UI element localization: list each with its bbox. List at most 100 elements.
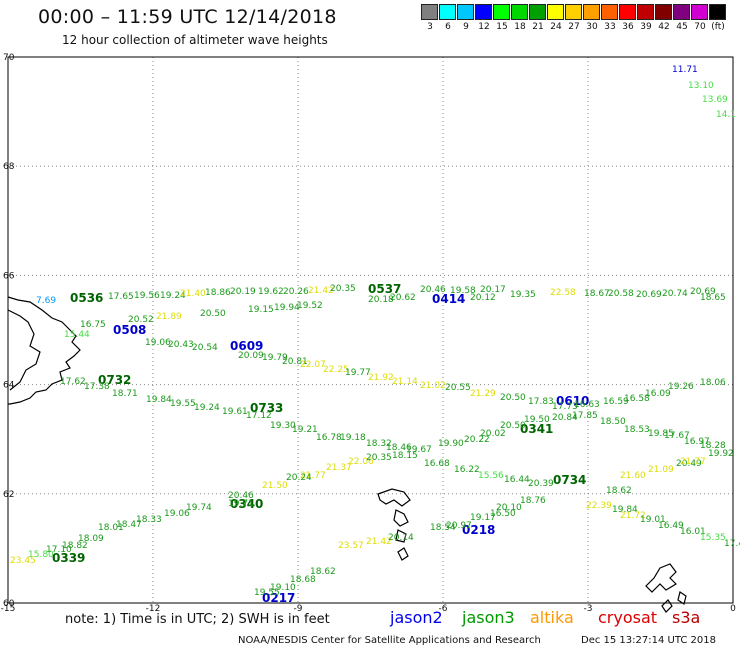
pass-time-label: 0732: [98, 373, 131, 387]
wave-height-value: 19.01: [640, 515, 666, 525]
wave-height-value: 19.94: [274, 303, 300, 313]
wave-height-value: 21.14: [392, 377, 418, 387]
wave-height-value: 19.74: [186, 503, 212, 513]
faroe-islands: [377, 488, 411, 561]
pass-time-label: 0340: [230, 497, 263, 511]
satellite-name: cryosat: [598, 608, 658, 627]
page-subtitle: 12 hour collection of altimeter wave hei…: [62, 33, 328, 47]
legend-swatch: [637, 4, 654, 20]
wave-height-value: 19.67: [406, 445, 432, 455]
wave-height-value: 20.10: [496, 503, 522, 513]
color-scale-legend: [421, 4, 727, 20]
wave-height-value: 16.68: [424, 459, 450, 469]
wave-height-value: 19.84: [612, 505, 638, 515]
wave-height-value: 17.49: [724, 539, 740, 549]
wave-height-value: 19.06: [164, 509, 190, 519]
wave-height-value: 21.37: [326, 463, 352, 473]
lon-tick-label: -15: [1, 604, 16, 614]
page-title: 00:00 – 11:59 UTC 12/14/2018: [38, 6, 337, 28]
lon-tick-label: -12: [146, 604, 161, 614]
wave-height-value: 7.69: [36, 296, 56, 306]
wave-height-value: 15.35: [700, 533, 726, 543]
map-frame: [7, 56, 734, 604]
satellite-name: altika: [530, 608, 574, 627]
wave-height-value: 13.69: [702, 95, 728, 105]
legend-swatch: [619, 4, 636, 20]
legend-swatch: [457, 4, 474, 20]
wave-height-value: 20.35: [366, 453, 392, 463]
wave-height-value: 22.06: [348, 457, 374, 467]
legend-swatch: [673, 4, 690, 20]
wave-height-value: 20.69: [636, 290, 662, 300]
legend-label: 42: [658, 22, 670, 32]
wave-height-value: 20.74: [662, 289, 688, 299]
wave-height-value: 18.68: [290, 575, 316, 585]
wave-height-value: 20.81: [282, 357, 308, 367]
wave-height-value: 18.33: [136, 515, 162, 525]
wave-height-value: 23.57: [338, 541, 364, 551]
wave-height-value: 16.78: [316, 433, 342, 443]
wave-height-value: 22.58: [550, 288, 576, 298]
wave-height-value: 16.49: [658, 521, 684, 531]
wave-height-value: 15.80: [28, 550, 54, 560]
wave-height-value: 21.29: [470, 389, 496, 399]
pass-time-label: 0610: [556, 394, 589, 408]
wave-height-value: 20.49: [676, 459, 702, 469]
wave-height-value: 17.38: [84, 382, 110, 392]
coastlines: [7, 296, 687, 613]
pass-time-label: 0734: [553, 473, 586, 487]
pass-time-label: 0733: [250, 401, 283, 415]
legend-label: 27: [568, 22, 580, 32]
wave-height-value: 21.72: [620, 511, 646, 521]
wave-height-value: 20.52: [128, 315, 154, 325]
wave-height-value: 23.45: [10, 556, 36, 566]
credit-line: NOAA/NESDIS Center for Satellite Applica…: [238, 635, 541, 646]
iceland-coast: [7, 296, 81, 405]
wave-height-value: 19.21: [292, 425, 318, 435]
legend-swatch: [601, 4, 618, 20]
wave-height-value: 20.18: [368, 295, 394, 305]
wave-height-value: 20.09: [238, 351, 264, 361]
wave-height-value: 20.24: [286, 473, 312, 483]
wave-height-value: 19.52: [297, 301, 323, 311]
wave-height-value: 14.1: [716, 110, 736, 120]
legend-label: (ft): [711, 22, 725, 32]
color-scale-labels: 3 6 9 12 15 18 21 24 27 30 33 36 39 42 45 70 (ft): [421, 22, 727, 32]
wave-height-value: 21.89: [156, 312, 182, 322]
lat-tick-label: 66: [3, 271, 15, 281]
wave-height-value: 16.44: [504, 475, 530, 485]
lon-tick-label: -6: [439, 604, 448, 614]
wave-height-value: 20.50: [500, 421, 526, 431]
legend-swatch: [421, 4, 438, 20]
legend-swatch: [655, 4, 672, 20]
wave-height-value: 18.62: [606, 486, 632, 496]
wave-height-value: 19.24: [160, 291, 186, 301]
wave-height-value: 20.12: [470, 293, 496, 303]
legend-label: 6: [445, 22, 451, 32]
pass-time-label: 0609: [230, 339, 263, 353]
wave-height-value: 21.42: [366, 537, 392, 547]
wave-height-value: 18.32: [366, 439, 392, 449]
wave-height-value: 20.46: [228, 491, 254, 501]
legend-label: 33: [604, 22, 616, 32]
legend-swatch: [511, 4, 528, 20]
legend-label: 70: [694, 22, 706, 32]
wave-height-value: 19.06: [145, 338, 171, 348]
wave-height-value: 20.39: [528, 479, 554, 489]
wave-height-value: 16.50: [490, 509, 516, 519]
legend-swatch: [493, 4, 510, 20]
footer-note: note: 1) Time is in UTC; 2) SWH is in fe…: [65, 612, 330, 627]
wave-height-value: 19.30: [270, 421, 296, 431]
legend-swatch: [475, 4, 492, 20]
wave-height-value: 21.42: [308, 286, 334, 296]
wave-height-value: 19.58: [450, 286, 476, 296]
wave-height-value: 16.09: [645, 389, 671, 399]
wave-height-value: 20.14: [388, 533, 414, 543]
axis-labels: -15 -12 -9 -6 -3 0 70 68 66 64 62 60: [1, 53, 736, 614]
iceland-coast-inner: [7, 309, 41, 391]
legend-label: 45: [676, 22, 688, 32]
legend-swatch: [565, 4, 582, 20]
wave-height-value: 17.85: [572, 411, 598, 421]
wave-height-value: 19.71: [228, 499, 254, 509]
